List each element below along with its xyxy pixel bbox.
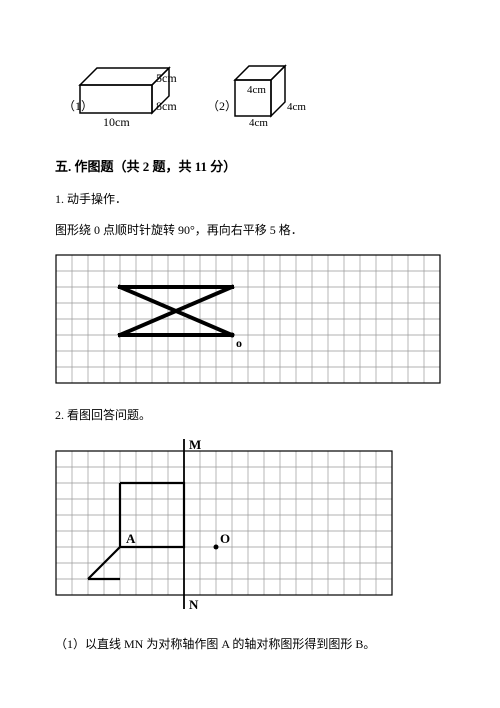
grid-1: o	[55, 254, 445, 384]
figures-row: （1） 10cm 8cm 5cm （2） 4cm 4cm 4cm	[55, 60, 445, 128]
cuboid-num: （1）	[63, 99, 93, 113]
figure-cube: （2） 4cm 4cm 4cm	[205, 60, 315, 128]
svg-text:N: N	[189, 597, 199, 612]
cube-side-bottom: 4cm	[249, 117, 268, 128]
svg-text:M: M	[189, 437, 201, 452]
section-title: 五. 作图题（共 2 题，共 11 分）	[55, 156, 445, 175]
svg-text:O: O	[220, 531, 230, 546]
question-2-sub1: （1）以直线 MN 为对称轴作图 A 的轴对称图形得到图形 B。	[55, 635, 445, 652]
question-1-instruction: 图形绕 0 点顺时针旋转 90°，再向右平移 5 格．	[55, 221, 445, 238]
svg-text:A: A	[126, 531, 136, 546]
cube-side-right: 4cm	[287, 101, 306, 113]
cube-side-front: 4cm	[247, 84, 266, 96]
cuboid-width: 10cm	[103, 115, 130, 128]
svg-text:o: o	[236, 336, 242, 350]
grid-2: M N A O	[55, 437, 445, 613]
cuboid-depth: 8cm	[156, 99, 177, 113]
cube-num: （2）	[207, 99, 237, 113]
figure-cuboid: （1） 10cm 8cm 5cm	[55, 60, 190, 128]
question-2: 2. 看图回答问题。	[55, 406, 445, 423]
question-1: 1. 动手操作．	[55, 190, 445, 207]
cuboid-height: 5cm	[156, 71, 177, 85]
